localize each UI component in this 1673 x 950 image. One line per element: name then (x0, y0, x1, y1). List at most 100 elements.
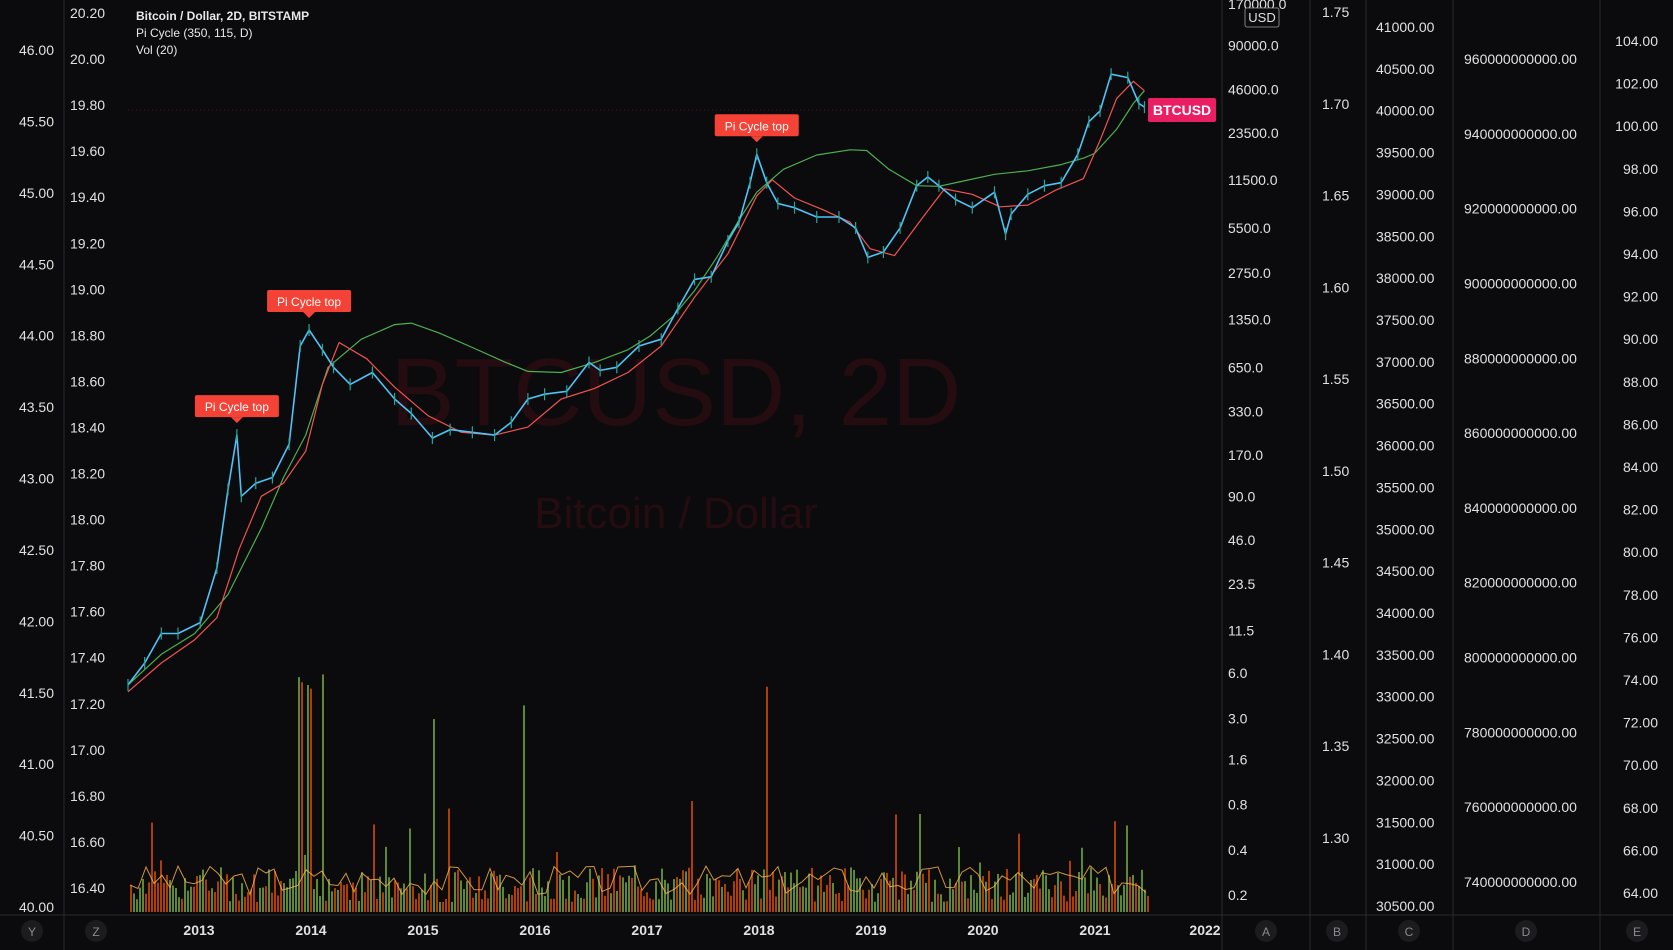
axis-b[interactable]: 1.75 1.70 1.65 1.60 1.55 1.50 1.45 1.40 1.35 1.30 (1322, 4, 1349, 846)
volume-bar (613, 868, 615, 912)
volume-bar (475, 893, 477, 912)
axis-d-tick-label: 800000000000.00 (1464, 650, 1577, 666)
axis-c-tick-label: 32500.00 (1376, 731, 1435, 747)
volume-bar (523, 705, 525, 912)
volume-bar (184, 878, 186, 912)
volume-bar (799, 887, 801, 912)
axis-d[interactable]: 960000000000.00 940000000000.00 9200000000… (1464, 51, 1577, 890)
volume-bar (487, 898, 489, 912)
volume-bar (1123, 885, 1125, 912)
axis-d-tick-label: 880000000000.00 (1464, 350, 1577, 366)
volume-bar (808, 873, 810, 912)
axis-d-tick-label: 740000000000.00 (1464, 874, 1577, 890)
volume-bar (889, 880, 891, 912)
volume-bar (661, 868, 663, 912)
volume-bar (979, 862, 981, 912)
volume-bar (295, 870, 297, 912)
volume-bar (994, 881, 996, 912)
volume-bar (178, 897, 180, 912)
volume-bar (715, 878, 717, 912)
ma-350x2-series (127, 90, 1145, 686)
scale-letter-button[interactable] (1626, 920, 1648, 942)
volume-bar (232, 877, 234, 912)
price-axis[interactable]: 170000.090000.046000.023500.011500.05500… (1228, 0, 1287, 903)
time-axis[interactable]: 2013 2014 2015 2016 2017 2018 2019 2020 2021 2022 (183, 922, 1220, 938)
axis-c-tick-label: 38000.00 (1376, 270, 1435, 286)
volume-bar (361, 872, 363, 912)
volume-bar (835, 893, 837, 912)
volume-bar (226, 874, 228, 912)
volume-bar (538, 870, 540, 912)
volume-bar (514, 886, 516, 912)
volume-bar (961, 881, 963, 912)
scale-letter: E (1633, 925, 1641, 939)
scale-letter-button[interactable] (1515, 920, 1537, 942)
volume-bar (760, 898, 762, 912)
volume-bar (559, 874, 561, 912)
volume-bar (721, 886, 723, 912)
volume-bar (529, 877, 531, 912)
axis-b-tick-label: 1.70 (1322, 96, 1349, 112)
pi-cycle-signal-box[interactable] (714, 114, 799, 137)
scale-letter-button[interactable] (21, 920, 43, 942)
volume-bar (298, 677, 300, 912)
pi-cycle-signal-box[interactable] (267, 290, 352, 313)
volume-bar (349, 899, 351, 912)
axis-e[interactable]: 104.00 102.00 100.00 98.00 96.00 94.00 92.00 90… (1615, 33, 1658, 901)
volume-bar (967, 898, 969, 912)
volume-bar (229, 901, 231, 912)
volume-bar (466, 881, 468, 912)
volume-bar (244, 896, 246, 912)
scale-letter-button[interactable] (1398, 920, 1420, 942)
axis-left1-tick-label: 45.50 (19, 113, 54, 129)
volume-bar (649, 898, 651, 912)
left-axis-2[interactable]: 20.20 20.00 19.80 19.60 19.40 19.20 19.00 18.80… (70, 5, 105, 896)
volume-bar (1111, 883, 1113, 912)
axis-left1-tick-label: 43.00 (19, 471, 54, 487)
scale-letter-button[interactable] (1326, 920, 1348, 942)
volume-bar (691, 801, 693, 912)
volume-bar (856, 878, 858, 912)
volume-bar (271, 892, 273, 912)
scale-letter-button[interactable] (85, 920, 107, 942)
volume-bar (388, 877, 390, 912)
volume-bar (337, 889, 339, 912)
year-tick-label: 2017 (631, 922, 662, 938)
volume-bar (367, 876, 369, 912)
axis-e-tick-label: 104.00 (1615, 33, 1658, 49)
volume-bar (1084, 877, 1086, 912)
volume-bar (433, 719, 435, 912)
volume-bar (340, 882, 342, 912)
signal-layer[interactable]: Pi Cycle top Pi Cycle top Pi Cycle top (194, 114, 799, 424)
axis-c-tick-label: 31000.00 (1376, 856, 1435, 872)
axis-e-tick-label: 80.00 (1623, 544, 1658, 560)
volume-bar (556, 852, 558, 912)
currency-label[interactable]: USD (1248, 10, 1275, 25)
volume-bar (988, 870, 990, 912)
price-tick-label: 1.6 (1228, 751, 1248, 767)
volume-bar (235, 893, 237, 912)
volume-bar (460, 880, 462, 912)
volume-bar (655, 881, 657, 912)
volume-bar (604, 895, 606, 912)
axis-left2-tick-label: 17.80 (70, 558, 105, 574)
axis-e-tick-label: 90.00 (1623, 331, 1658, 347)
volume-bar (562, 879, 564, 912)
pi-cycle-signal-pointer (303, 312, 316, 319)
volume-bar (697, 878, 699, 912)
volume-bar (814, 901, 816, 912)
volume-bar (379, 876, 381, 912)
volume-bar (841, 901, 843, 912)
axis-c[interactable]: 41000.00 40500.00 40000.00 39500.00 39000.00… (1376, 19, 1435, 914)
left-axis-1[interactable]: 46.00 45.50 45.00 44.50 44.00 43.50 43.00 42.50… (19, 42, 54, 915)
axis-c-tick-label: 40500.00 (1376, 61, 1435, 77)
pi-cycle-signal-box[interactable] (194, 395, 279, 418)
volume-bar (1108, 875, 1110, 912)
scale-letter-button[interactable] (1255, 920, 1277, 942)
volume-bar (1114, 821, 1116, 912)
volume-bar (727, 891, 729, 912)
axis-left2-tick-label: 16.60 (70, 834, 105, 850)
volume-bar (1021, 872, 1023, 912)
axis-c-tick-label: 39000.00 (1376, 186, 1435, 202)
